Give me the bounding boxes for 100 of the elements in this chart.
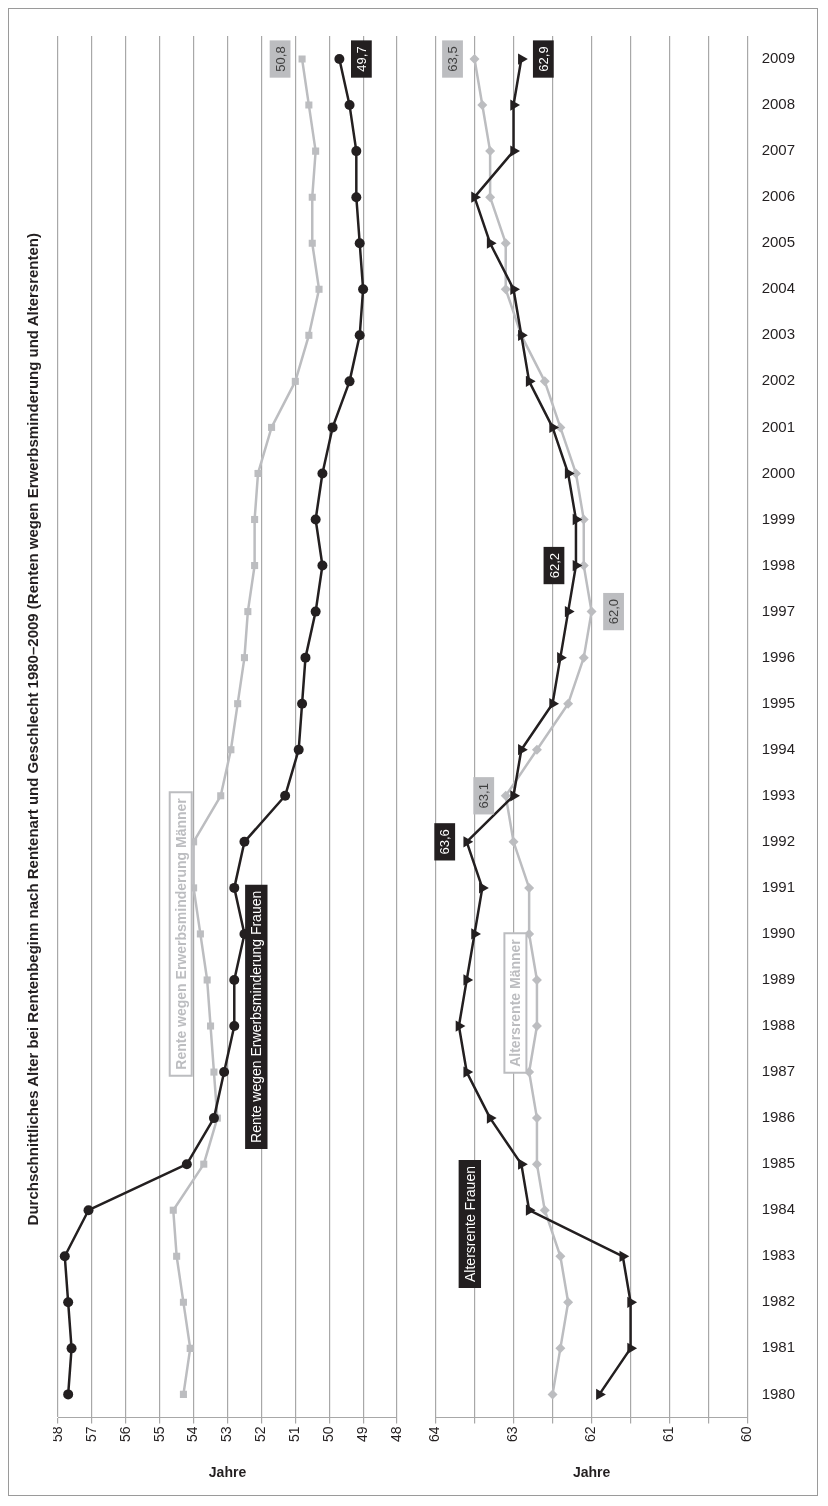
text: Durchschnittliches Alter bei Rentenbeginn nach Rentenart und Geschlecht 1980–2009 (Renten wegen Erwerbsminderung und Altersrenten) bbox=[23, 232, 41, 1226]
point bbox=[518, 1158, 528, 1170]
y-tick-label: 2006 bbox=[761, 187, 796, 205]
x-tick-label: 56 bbox=[116, 1426, 133, 1443]
point bbox=[308, 239, 316, 247]
x-tick-label: 50 bbox=[320, 1426, 337, 1443]
point bbox=[181, 1159, 192, 1170]
y-tick-label: 2001 bbox=[761, 417, 796, 435]
point bbox=[196, 930, 204, 938]
point bbox=[572, 513, 583, 526]
point bbox=[471, 191, 482, 203]
point bbox=[300, 652, 311, 663]
x-tick-label: 52 bbox=[252, 1426, 269, 1443]
y-tick-label: 2005 bbox=[761, 233, 796, 251]
point bbox=[173, 1252, 181, 1260]
point bbox=[293, 744, 304, 755]
point bbox=[531, 1159, 542, 1170]
point bbox=[463, 836, 474, 848]
x-axis-title: Jahre bbox=[208, 1463, 247, 1480]
data-label: 50,8 bbox=[272, 46, 288, 72]
point bbox=[308, 193, 316, 201]
point bbox=[564, 467, 575, 480]
point bbox=[310, 514, 321, 525]
point bbox=[291, 377, 299, 385]
x-axis-title: Jahre bbox=[572, 1463, 611, 1480]
y-tick-label: 1997 bbox=[761, 601, 796, 619]
point bbox=[486, 1112, 497, 1124]
point bbox=[627, 1342, 638, 1354]
y-tick-label: 1990 bbox=[761, 924, 796, 942]
point bbox=[200, 1160, 208, 1168]
point bbox=[547, 1389, 558, 1400]
point bbox=[229, 974, 240, 985]
data-label: 63,1 bbox=[476, 783, 492, 809]
point bbox=[179, 1298, 187, 1306]
data-label: 62,0 bbox=[606, 598, 622, 625]
text: Rente wegen Erwerbsminderung Männer bbox=[172, 797, 189, 1070]
point bbox=[486, 237, 497, 249]
data-label: 62,9 bbox=[535, 46, 551, 72]
point bbox=[531, 744, 542, 755]
point bbox=[471, 928, 482, 940]
y-tick-label: 2000 bbox=[761, 463, 796, 481]
point bbox=[627, 1296, 638, 1308]
point bbox=[179, 1390, 187, 1398]
point bbox=[586, 606, 597, 617]
point bbox=[354, 238, 365, 249]
point bbox=[59, 1251, 70, 1262]
point bbox=[477, 100, 488, 111]
point bbox=[578, 652, 589, 663]
y-tick-label: 1989 bbox=[761, 970, 796, 988]
point bbox=[463, 1066, 474, 1078]
point bbox=[531, 1021, 542, 1032]
y-tick-label: 2003 bbox=[761, 325, 796, 343]
x-tick-label: 57 bbox=[82, 1426, 99, 1443]
point bbox=[510, 790, 521, 802]
point bbox=[315, 285, 323, 293]
x-tick-label: 58 bbox=[48, 1426, 65, 1443]
point bbox=[83, 1205, 94, 1216]
point bbox=[327, 422, 338, 433]
x-tick-label: 60 bbox=[738, 1426, 755, 1443]
data-label: 63,6 bbox=[437, 829, 453, 855]
point bbox=[572, 559, 583, 572]
x-tick-label: 55 bbox=[150, 1426, 167, 1443]
point bbox=[518, 744, 528, 756]
point bbox=[317, 468, 328, 479]
point bbox=[169, 1206, 177, 1214]
point bbox=[500, 790, 511, 801]
point bbox=[455, 1020, 466, 1032]
point bbox=[351, 146, 362, 157]
point bbox=[297, 698, 308, 709]
point bbox=[351, 192, 362, 203]
point bbox=[539, 376, 550, 387]
point bbox=[508, 836, 519, 847]
point bbox=[234, 700, 242, 708]
point bbox=[305, 331, 313, 339]
point bbox=[280, 790, 291, 801]
point bbox=[510, 99, 521, 111]
point bbox=[344, 100, 355, 111]
point bbox=[334, 54, 345, 65]
x-tick-label: 51 bbox=[286, 1426, 303, 1443]
x-tick-label: 64 bbox=[426, 1426, 443, 1443]
x-tick-label: 63 bbox=[504, 1426, 521, 1443]
point bbox=[229, 1021, 240, 1032]
point bbox=[66, 1343, 77, 1354]
text: Rente wegen Erwerbsminderung Frauen bbox=[248, 890, 265, 1143]
point bbox=[210, 1068, 218, 1076]
text: Altersrente Männer bbox=[507, 938, 524, 1067]
point bbox=[463, 974, 474, 986]
point bbox=[354, 330, 365, 341]
point bbox=[358, 284, 369, 295]
point bbox=[563, 698, 574, 709]
point bbox=[479, 882, 489, 894]
point bbox=[539, 1205, 550, 1216]
y-tick-label: 2004 bbox=[761, 279, 796, 297]
point bbox=[219, 1067, 230, 1078]
y-tick-label: 2008 bbox=[761, 95, 796, 113]
point bbox=[555, 1251, 566, 1262]
x-tick-label: 48 bbox=[387, 1426, 404, 1443]
point bbox=[344, 376, 355, 387]
x-tick-label: 54 bbox=[184, 1426, 201, 1443]
y-tick-label: 1982 bbox=[761, 1292, 796, 1310]
